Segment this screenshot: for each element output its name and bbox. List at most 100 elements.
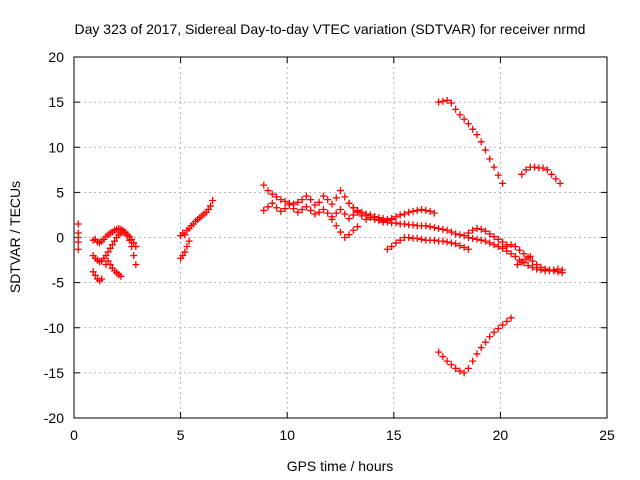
data-point — [307, 206, 315, 214]
data-point — [443, 96, 451, 104]
data-point — [345, 215, 353, 223]
data-point — [537, 263, 545, 271]
data-point — [469, 125, 477, 133]
data-point — [354, 207, 362, 215]
data-point — [486, 155, 494, 163]
data-point — [503, 243, 511, 251]
data-point — [104, 248, 112, 256]
data-point — [452, 105, 460, 113]
data-point — [460, 369, 468, 377]
series-seg-b — [177, 196, 217, 240]
data-point — [426, 223, 434, 231]
data-point — [507, 241, 515, 249]
y-tick-label: -20 — [44, 410, 64, 426]
series-seg-e — [435, 96, 507, 187]
series-seg-a4 — [102, 257, 125, 280]
data-point — [481, 227, 489, 235]
data-point — [264, 203, 272, 211]
x-axis-label: GPS time / hours — [287, 458, 394, 474]
data-point — [102, 252, 110, 260]
y-tick-label: 0 — [56, 230, 64, 246]
y-axis-label: SDTVAR / TECUs — [7, 181, 23, 293]
data-point — [290, 205, 298, 213]
data-point — [108, 241, 116, 249]
data-point — [447, 228, 455, 236]
data-point — [324, 196, 332, 204]
series-seg-a3 — [89, 268, 106, 285]
data-point — [486, 230, 494, 238]
data-point — [469, 234, 477, 242]
data-point — [422, 206, 430, 214]
data-point — [383, 245, 391, 253]
data-point — [494, 325, 502, 333]
data-point — [533, 261, 541, 269]
data-point — [452, 364, 460, 372]
x-tick-label: 10 — [279, 427, 295, 443]
y-tick-label: 10 — [48, 139, 64, 155]
data-point — [435, 224, 443, 232]
data-point — [179, 252, 187, 260]
data-point — [473, 350, 481, 358]
data-point — [439, 353, 447, 361]
data-point — [464, 245, 472, 253]
data-point — [456, 231, 464, 239]
data-point — [522, 166, 530, 174]
data-point — [273, 193, 281, 201]
data-point — [337, 228, 344, 236]
data-point — [366, 214, 374, 222]
series-seg-a2 — [89, 228, 140, 269]
data-point — [456, 367, 464, 375]
data-point — [349, 226, 357, 234]
data-point — [430, 224, 438, 232]
x-tick-label: 20 — [493, 427, 509, 443]
data-point — [486, 239, 494, 247]
data-point — [430, 236, 438, 244]
data-point — [396, 236, 404, 244]
data-point — [362, 212, 370, 220]
data-point — [130, 239, 138, 247]
series-seg-d4 — [513, 252, 534, 269]
data-point — [383, 218, 391, 226]
data-point — [268, 190, 276, 198]
data-point — [418, 235, 426, 243]
data-point — [558, 269, 566, 277]
data-point — [354, 223, 362, 231]
data-point — [426, 207, 434, 215]
data-point — [518, 170, 526, 178]
data-point — [469, 226, 477, 234]
data-point — [473, 224, 481, 232]
data-point — [552, 175, 560, 183]
series-seg-c4 — [345, 199, 511, 249]
data-point — [469, 357, 477, 365]
data-point — [435, 98, 443, 106]
data-point — [439, 97, 447, 105]
data-point — [298, 196, 306, 204]
data-point — [405, 208, 413, 216]
data-point — [518, 258, 526, 266]
data-point — [511, 252, 519, 260]
data-point — [520, 250, 528, 258]
series-seg-d3 — [503, 241, 566, 277]
data-point — [473, 131, 481, 139]
data-point — [392, 219, 400, 227]
data-point — [477, 344, 485, 352]
data-point — [400, 220, 408, 228]
data-point — [328, 215, 336, 223]
data-point — [260, 206, 268, 214]
x-tick-label: 5 — [177, 427, 185, 443]
data-point — [554, 268, 562, 276]
data-point — [452, 230, 460, 238]
data-point — [206, 202, 214, 210]
y-tick-label: 20 — [48, 49, 64, 65]
data-point — [481, 146, 489, 154]
data-point — [302, 192, 310, 200]
data-point — [273, 204, 281, 212]
data-point — [375, 216, 383, 224]
data-point — [388, 243, 396, 251]
data-point — [319, 206, 327, 214]
data-point — [181, 231, 189, 239]
data-point — [490, 163, 498, 171]
series-seg-c3 — [328, 215, 362, 241]
data-point — [111, 237, 119, 245]
data-point — [98, 275, 106, 283]
